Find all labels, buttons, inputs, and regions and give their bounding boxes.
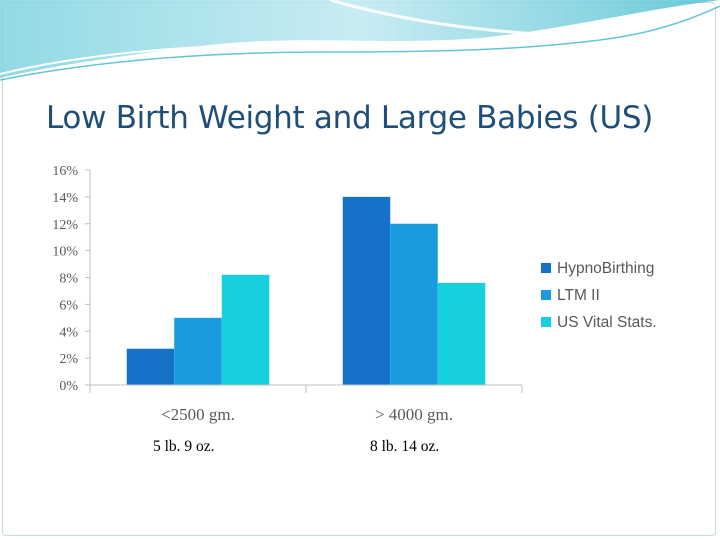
weight-note-high: 8 lb. 14 oz. <box>370 438 440 455</box>
legend-label: LTM II <box>557 287 600 304</box>
x-axis: <2500 gm. > 4000 gm. <box>89 384 523 424</box>
bar <box>437 282 486 385</box>
weight-note-low: 5 lb. 9 oz. <box>153 438 215 455</box>
y-tick-label: 12% <box>52 218 78 233</box>
y-tick-label: 10% <box>52 245 78 260</box>
legend: HypnoBirthing LTM II US Vital Stats. <box>541 260 657 331</box>
y-tick-label: 16% <box>52 164 78 179</box>
y-tick-label: 14% <box>52 191 78 206</box>
legend-label: US Vital Stats. <box>557 314 657 331</box>
bars <box>126 196 486 385</box>
slide-title: Low Birth Weight and Large Babies (US) <box>46 100 654 136</box>
legend-swatch <box>541 263 551 273</box>
y-tick-label: 0% <box>59 379 78 394</box>
y-tick-label: 6% <box>59 298 78 313</box>
y-tick-label: 2% <box>59 352 78 367</box>
y-axis: 0% 2% 4% 6% 8% 10% 12% 14% 16% <box>52 164 91 394</box>
bar <box>126 348 175 385</box>
x-category-label: <2500 gm. <box>161 405 235 424</box>
legend-swatch <box>541 317 551 327</box>
y-tick-label: 4% <box>59 325 78 340</box>
legend-label: HypnoBirthing <box>557 260 654 277</box>
bar <box>221 274 270 385</box>
bar <box>390 223 438 385</box>
bar <box>342 196 391 385</box>
header-wave-decoration <box>0 0 720 81</box>
bar <box>174 317 222 385</box>
legend-swatch <box>541 290 551 300</box>
x-category-label: > 4000 gm. <box>375 405 453 424</box>
y-tick-label: 8% <box>59 272 78 287</box>
